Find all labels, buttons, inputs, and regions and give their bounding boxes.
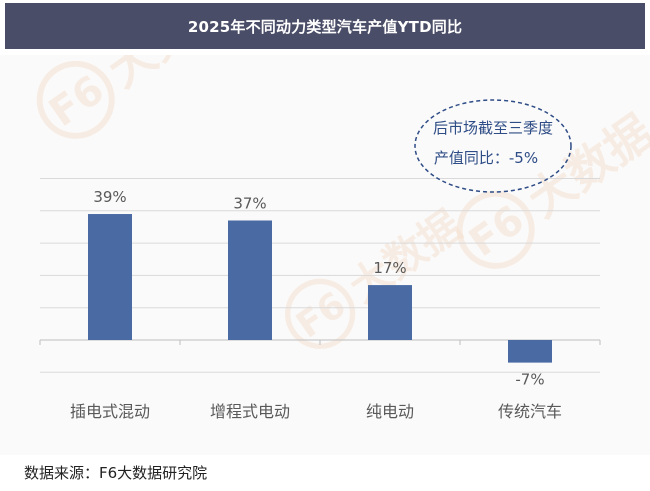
data-label: 37% (233, 194, 266, 212)
category-label: 插电式混动 (70, 402, 150, 421)
category-label: 增程式电动 (210, 402, 290, 421)
bar (228, 220, 272, 340)
data-source: 数据来源：F6大数据研究院 (24, 464, 208, 482)
bar-chart: F6大数据F6大数据F6大数据39%插电式混动37%增程式电动17%纯电动-7%… (36, 55, 650, 421)
watermark-text: 大数据 (98, 55, 242, 98)
data-label: 17% (373, 259, 406, 277)
watermark-logo-ring (36, 60, 115, 139)
bar (508, 340, 552, 363)
data-label: -7% (515, 371, 544, 389)
annotation-line2: 产值同比：-5% (434, 149, 538, 167)
chart-area: F6大数据F6大数据F6大数据39%插电式混动37%增程式电动17%纯电动-7%… (0, 55, 650, 455)
annotation-ellipse (414, 99, 572, 193)
category-label: 传统汽车 (498, 402, 562, 421)
watermark-logo-ring (456, 190, 535, 269)
bar (368, 285, 412, 340)
annotation-line1: 后市场截至三季度 (433, 119, 553, 137)
category-label: 纯电动 (366, 402, 414, 421)
watermark-0: F6大数据 (36, 55, 242, 139)
bar (88, 214, 132, 340)
chart-title-bar: 2025年不同动力类型汽车产值YTD同比 (5, 3, 645, 49)
chart-title: 2025年不同动力类型汽车产值YTD同比 (187, 17, 463, 36)
data-label: 39% (93, 188, 126, 206)
